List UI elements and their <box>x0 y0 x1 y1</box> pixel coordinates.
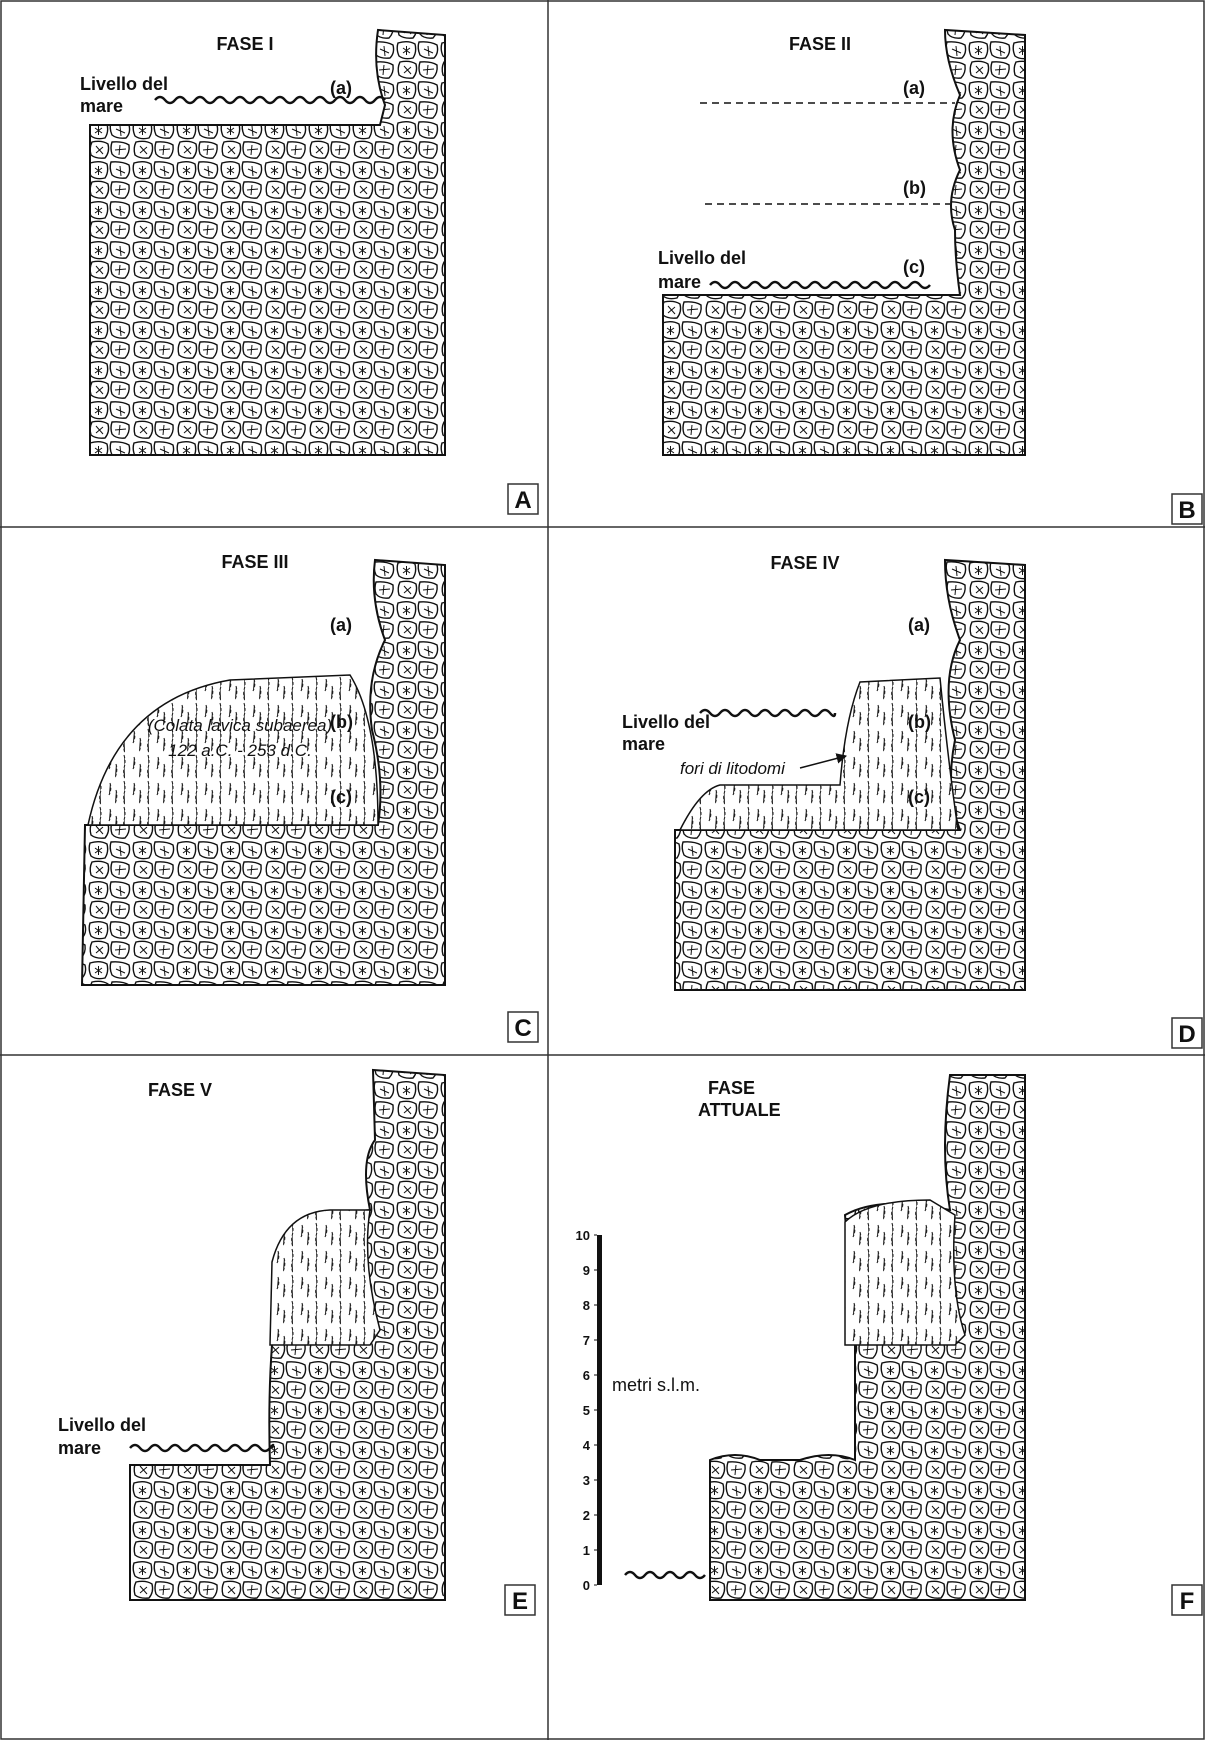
sea-level-label: Livello del <box>58 1415 146 1435</box>
level-label: (a) <box>330 615 352 635</box>
panel-d: FASE IV (a) (b) (c) Livello del mare for… <box>622 553 1202 1048</box>
panel-a: FASE I Livello del mare (a) A <box>80 30 538 514</box>
sea-level <box>625 1572 705 1578</box>
lava-block <box>270 1210 380 1345</box>
sea-level-label: mare <box>622 734 665 754</box>
panel-c: FASE III (a) (b) (c) (Colata lavica suba… <box>82 552 538 1042</box>
panel-letter: B <box>1178 497 1195 524</box>
sea-level-label: Livello del <box>80 74 168 94</box>
sea-level-label: mare <box>658 272 701 292</box>
panel-title: FASE II <box>789 34 851 54</box>
level-label: (c) <box>330 787 352 807</box>
level-label: (b) <box>903 178 926 198</box>
scale-tick-label: 4 <box>583 1438 591 1453</box>
scale-tick-label: 10 <box>576 1228 590 1243</box>
lava-block <box>845 1200 965 1345</box>
level-label: (a) <box>330 78 352 98</box>
arrow <box>800 756 846 768</box>
panel-letter: A <box>514 487 531 514</box>
level-label: (a) <box>908 615 930 635</box>
scale-tick-label: 8 <box>583 1298 590 1313</box>
level-label: (a) <box>903 78 925 98</box>
level-label: (b) <box>330 712 353 732</box>
level-label: (c) <box>908 787 930 807</box>
panel-letter: E <box>512 1588 528 1615</box>
figure: FASE I Livello del mare (a) A FASE II (a… <box>0 0 1205 1740</box>
lava-flow <box>680 678 958 830</box>
sea-level-label: Livello del <box>658 248 746 268</box>
panel-b: FASE II (a) (b) (c) Livello del mare B <box>658 30 1202 524</box>
sea-level-label: mare <box>80 96 123 116</box>
annotation: fori di litodomi <box>680 759 786 778</box>
scale-bar <box>597 1235 602 1585</box>
panel-letter: D <box>1178 1021 1195 1048</box>
panel-letter: C <box>514 1015 531 1042</box>
scale-label: metri s.l.m. <box>612 1375 700 1395</box>
panel-title: FASE I <box>216 34 273 54</box>
scale-tick-label: 7 <box>583 1333 590 1348</box>
panel-title: FASE V <box>148 1080 212 1100</box>
lava-label: 122 a.C. - 253 d.C. <box>168 741 312 760</box>
panel-title: FASE IV <box>770 553 839 573</box>
sea-level-label: Livello del <box>622 712 710 732</box>
scale-tick-label: 3 <box>583 1473 590 1488</box>
page: {"panels":[ {"title":"FASE I","sea_level… <box>0 0 1205 1740</box>
panel-title: FASE <box>708 1078 755 1098</box>
scale-tick-label: 2 <box>583 1508 590 1523</box>
level-label: (b) <box>908 712 931 732</box>
scale-tick-label: 5 <box>583 1403 590 1418</box>
panel-title: FASE III <box>221 552 288 572</box>
sea-level-label: mare <box>58 1438 101 1458</box>
sea-level <box>700 710 835 716</box>
scale-tick-label: 9 <box>583 1263 590 1278</box>
scale-tick-label: 1 <box>583 1543 590 1558</box>
sea-level <box>130 1445 273 1451</box>
lava-label: (Colata lavica subaerea) <box>148 716 332 735</box>
rock <box>663 30 1025 455</box>
level-label: (c) <box>903 257 925 277</box>
sea-level <box>710 282 930 288</box>
panel-title: ATTUALE <box>698 1100 781 1120</box>
panel-f: FASE ATTUALE metri s.l.m. F 0 1 2 3 4 5 6 7 8 9 10 <box>576 1075 1202 1615</box>
panel-letter: F <box>1180 1588 1195 1615</box>
scale-tick-label: 0 <box>583 1578 590 1593</box>
panel-e: FASE V Livello del mare E <box>58 1070 535 1615</box>
scale-tick-label: 6 <box>583 1368 590 1383</box>
